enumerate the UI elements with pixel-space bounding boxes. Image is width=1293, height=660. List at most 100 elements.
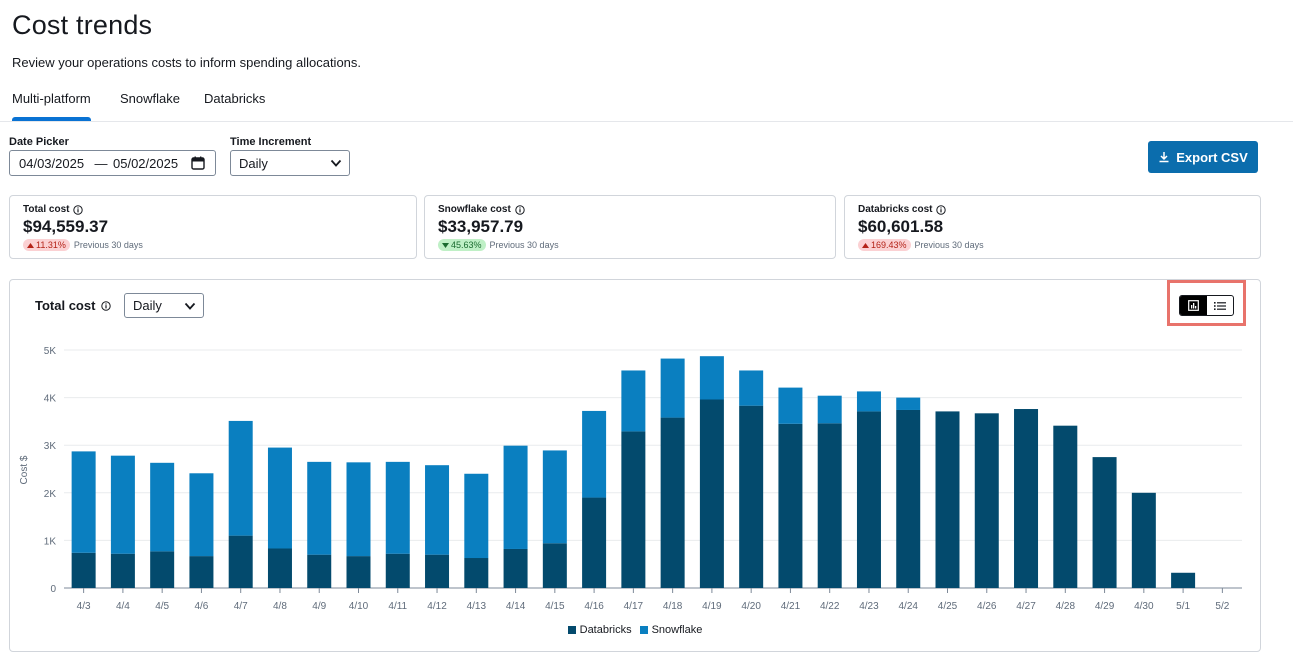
end-date[interactable]: 05/02/2025 [113, 155, 179, 171]
y-tick-label: 5K [44, 346, 57, 357]
bar-databricks-4/21[interactable] [778, 423, 803, 588]
legend-swatch-snowflake [639, 626, 648, 634]
bar-snowflake-4/17[interactable] [621, 370, 646, 432]
bar-databricks-4/7[interactable] [228, 535, 253, 588]
chart-view-button[interactable] [1180, 296, 1207, 315]
bar-snowflake-4/12[interactable] [425, 465, 450, 555]
y-axis-label: Cost $ [19, 455, 30, 484]
arrow-down-icon [442, 242, 449, 248]
snowflake-cost-card: Snowflake cost $33,957.79 45.63% Previou… [424, 195, 836, 259]
bar-databricks-4/9[interactable] [307, 554, 332, 588]
download-icon [1159, 152, 1169, 163]
bar-snowflake-4/3[interactable] [71, 451, 96, 553]
info-icon[interactable] [73, 204, 84, 215]
bar-databricks-4/28[interactable] [1053, 425, 1078, 588]
bar-snowflake-4/5[interactable] [150, 462, 175, 552]
x-tick-label: 4/3 [77, 601, 91, 612]
bar-databricks-4/25[interactable] [935, 411, 960, 588]
bar-snowflake-4/16[interactable] [582, 410, 607, 498]
info-icon[interactable] [515, 204, 525, 215]
bar-databricks-4/15[interactable] [542, 543, 567, 588]
bar-databricks-4/22[interactable] [817, 423, 842, 588]
legend-label-snowflake: Snowflake [651, 624, 703, 636]
x-tick-label: 4/25 [938, 601, 958, 612]
date-separator: — [94, 155, 108, 171]
bar-snowflake-4/15[interactable] [542, 450, 567, 544]
bar-databricks-4/16[interactable] [582, 497, 607, 588]
start-date[interactable]: 04/03/2025 [19, 155, 85, 171]
info-icon[interactable] [101, 300, 112, 311]
bar-databricks-4/17[interactable] [621, 431, 646, 588]
bar-snowflake-4/11[interactable] [385, 461, 410, 554]
legend-item-databricks[interactable]: Databricks [567, 624, 632, 636]
bar-databricks-5/1[interactable] [1171, 572, 1196, 588]
x-tick-label: 4/5 [155, 601, 169, 612]
bar-databricks-4/10[interactable] [346, 556, 371, 588]
total-cost-note: Previous 30 days [73, 240, 143, 250]
chart-increment-value: Daily [133, 298, 162, 313]
bar-snowflake-4/21[interactable] [778, 387, 803, 424]
chevron-down-icon [184, 302, 196, 310]
bar-snowflake-4/8[interactable] [267, 447, 292, 549]
bar-databricks-4/23[interactable] [856, 411, 881, 588]
time-increment-select[interactable]: Daily [230, 150, 350, 176]
bar-databricks-4/19[interactable] [699, 399, 724, 588]
bar-snowflake-4/10[interactable] [346, 462, 371, 557]
bar-databricks-4/11[interactable] [385, 553, 410, 588]
bar-snowflake-4/14[interactable] [503, 445, 528, 549]
bar-snowflake-4/24[interactable] [896, 397, 921, 410]
bar-databricks-4/20[interactable] [739, 405, 764, 588]
tab-bar: Multi-platform Snowflake Databricks [0, 84, 1293, 122]
bar-databricks-4/24[interactable] [896, 409, 921, 588]
x-tick-label: 4/13 [467, 601, 487, 612]
chart-title-text: Total cost [35, 298, 96, 313]
bar-databricks-4/6[interactable] [189, 556, 214, 588]
snowflake-cost-note: Previous 30 days [489, 240, 559, 250]
x-tick-label: 5/1 [1176, 601, 1190, 612]
x-tick-label: 4/26 [977, 601, 997, 612]
bar-databricks-4/29[interactable] [1092, 457, 1117, 588]
view-toggle[interactable] [1179, 295, 1234, 316]
bar-databricks-4/27[interactable] [1014, 409, 1039, 588]
bar-databricks-4/26[interactable] [974, 413, 999, 588]
bar-snowflake-4/13[interactable] [464, 473, 489, 559]
bar-databricks-4/8[interactable] [267, 548, 292, 588]
export-csv-button[interactable]: Export CSV [1148, 141, 1258, 173]
chart-increment-select[interactable]: Daily [124, 293, 204, 318]
bar-snowflake-4/18[interactable] [660, 358, 685, 418]
list-view-button[interactable] [1207, 296, 1234, 315]
x-tick-label: 4/28 [1056, 601, 1076, 612]
bar-snowflake-4/20[interactable] [739, 370, 764, 406]
x-tick-label: 4/27 [1016, 601, 1036, 612]
tab-databricks[interactable]: Databricks [204, 91, 266, 106]
bar-databricks-4/14[interactable] [503, 548, 528, 588]
y-tick-label: 4K [44, 394, 57, 405]
info-icon[interactable] [936, 204, 947, 215]
bar-databricks-4/18[interactable] [660, 417, 685, 588]
tab-multi-platform[interactable]: Multi-platform [12, 91, 91, 121]
view-toggle-highlight [1167, 280, 1246, 326]
databricks-cost-value: $60,601.58 [858, 217, 944, 236]
legend-item-snowflake[interactable]: Snowflake [639, 624, 703, 636]
date-range-input[interactable]: 04/03/2025 — 05/02/2025 [9, 150, 216, 176]
bar-databricks-4/4[interactable] [110, 553, 135, 588]
x-tick-label: 4/7 [234, 601, 248, 612]
x-tick-label: 4/22 [820, 601, 840, 612]
x-tick-label: 4/10 [349, 601, 369, 612]
bar-snowflake-4/23[interactable] [856, 391, 881, 412]
bar-databricks-4/5[interactable] [150, 551, 175, 588]
bar-snowflake-4/9[interactable] [307, 461, 332, 555]
bar-snowflake-4/22[interactable] [817, 395, 842, 424]
x-tick-label: 4/14 [506, 601, 526, 612]
x-tick-label: 4/15 [545, 601, 565, 612]
tab-snowflake[interactable]: Snowflake [120, 91, 180, 106]
bar-snowflake-4/4[interactable] [110, 455, 135, 554]
bar-databricks-4/13[interactable] [464, 558, 489, 588]
bar-snowflake-4/7[interactable] [228, 420, 253, 536]
bar-databricks-4/12[interactable] [425, 554, 450, 588]
bar-databricks-4/30[interactable] [1131, 492, 1156, 588]
calendar-icon[interactable] [191, 156, 205, 170]
bar-snowflake-4/19[interactable] [699, 356, 724, 400]
bar-snowflake-4/6[interactable] [189, 473, 214, 557]
bar-databricks-4/3[interactable] [71, 552, 96, 588]
